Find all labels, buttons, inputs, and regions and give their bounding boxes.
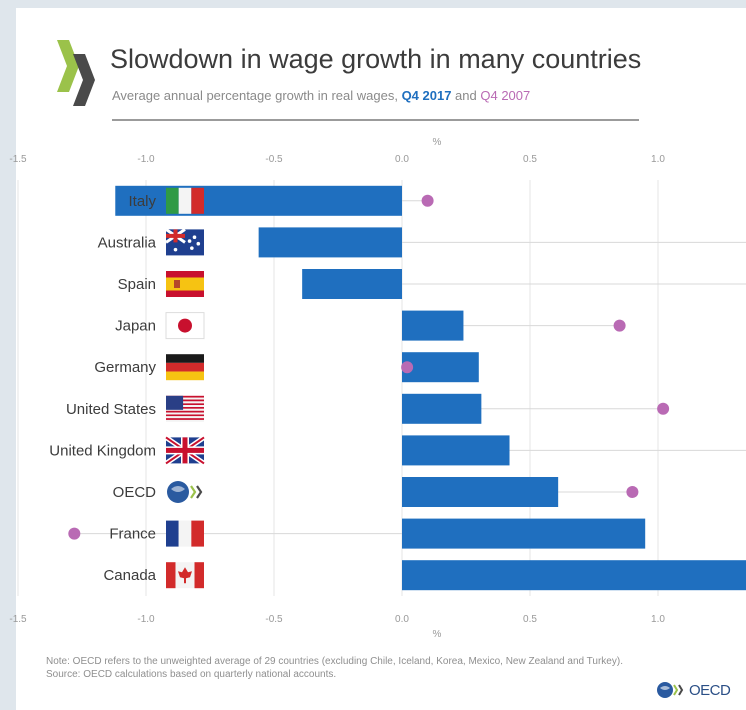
oecd-chevron-logo (57, 40, 95, 106)
unit-label-bottom: % (433, 629, 442, 640)
dot-q4-2007-italy (421, 194, 434, 207)
bar-q4-2017-united-kingdom (402, 435, 510, 466)
bar-q4-2017-italy (115, 185, 402, 216)
subtitle-conjunction: and (451, 88, 481, 103)
category-label-united-states: United States (66, 401, 156, 418)
x-tick-label-top: 1.0 (651, 154, 665, 165)
united-states-flag-icon (166, 395, 204, 422)
legend-q4-2007: Q4 2007 (480, 88, 531, 103)
chart-title: Slowdown in wage growth in many countrie… (110, 44, 642, 74)
bar-q4-2017-australia (258, 227, 402, 258)
unit-label-top: % (433, 137, 442, 148)
x-tick-label-top: -1.5 (9, 154, 27, 165)
legend-q4-2017: Q4 2017 (401, 88, 452, 103)
dot-q4-2007-united-states (657, 402, 670, 415)
x-tick-label-bottom: -1.5 (9, 614, 27, 625)
france-flag-icon (166, 520, 204, 547)
x-tick-label-bottom: -1.0 (137, 614, 155, 625)
x-tick-label-bottom: -0.5 (265, 614, 283, 625)
x-tick-label-top: -0.5 (265, 154, 283, 165)
australia-flag-icon (165, 228, 204, 256)
x-tick-label-top: 0.5 (523, 154, 537, 165)
infographic-card (16, 8, 746, 710)
source-text: Source: OECD calculations based on quart… (46, 669, 337, 680)
chart-subtitle: Average annual percentage growth in real… (112, 88, 530, 103)
category-label-france: France (109, 526, 156, 543)
germany-flag-icon (166, 354, 204, 381)
bar-q4-2017-japan (402, 310, 464, 341)
bar-q4-2017-oecd (402, 477, 559, 507)
x-tick-label-top: 0.0 (395, 154, 409, 165)
subtitle-lead: Average annual percentage growth in real… (112, 88, 402, 103)
united-kingdom-flag-icon (164, 435, 206, 466)
category-label-oecd: OECD (113, 484, 157, 501)
x-tick-label-top: -1.0 (137, 154, 155, 165)
category-label-italy: Italy (128, 193, 156, 210)
category-label-australia: Australia (98, 234, 157, 251)
bar-q4-2017-canada (402, 560, 746, 591)
chart-notes: Note: OECD refers to the unweighted aver… (46, 655, 623, 681)
bar-q4-2017-germany (402, 352, 479, 383)
note-text: Note: OECD refers to the unweighted aver… (46, 656, 623, 667)
dot-q4-2007-oecd (626, 486, 639, 498)
oecd-globe-logo-icon (657, 682, 684, 698)
category-label-germany: Germany (94, 359, 156, 376)
bar-q4-2017-spain (302, 269, 402, 299)
x-tick-label-bottom: 0.5 (523, 614, 537, 625)
oecd-brand: OECD (656, 680, 731, 700)
title-divider (112, 119, 639, 121)
category-label-spain: Spain (118, 276, 156, 293)
italy-flag-icon (166, 187, 204, 214)
dot-q4-2007-france (68, 527, 81, 540)
dot-q4-2007-germany (401, 361, 414, 374)
x-tick-label-bottom: 0.0 (395, 614, 409, 625)
bar-q4-2017-france (402, 518, 646, 549)
spain-flag-icon (166, 271, 204, 297)
oecd-globe-icon (167, 481, 203, 503)
dot-q4-2007-japan (613, 319, 626, 332)
category-label-canada: Canada (103, 567, 156, 584)
brand-label: OECD (689, 681, 731, 699)
bar-q4-2017-united-states (402, 393, 482, 424)
japan-flag-icon (165, 312, 205, 340)
x-tick-label-bottom: 1.0 (651, 614, 665, 625)
canada-flag-icon (166, 562, 204, 589)
category-label-japan: Japan (115, 318, 156, 335)
wage-growth-chart: -1.5 -1.5 -1.0 -1.0 -0.5 -0.5 0.0 0.0 0.5 0.5 1.0 1… (9, 137, 746, 640)
category-label-united-kingdom: United Kingdom (49, 442, 156, 459)
